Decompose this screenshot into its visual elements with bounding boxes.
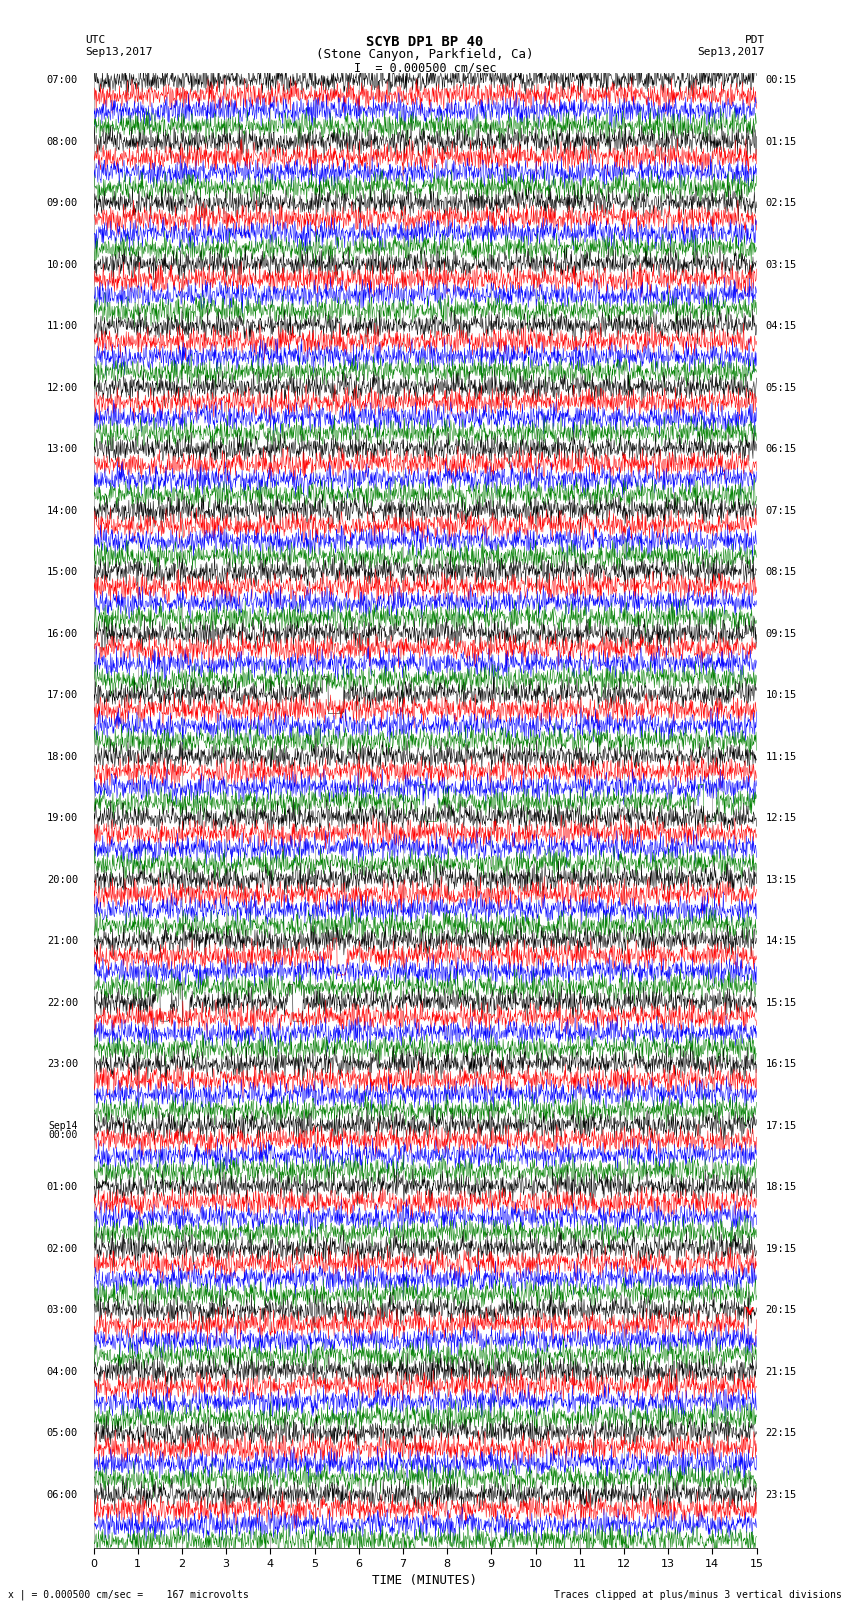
Text: 06:15: 06:15 (765, 444, 796, 455)
Text: 07:00: 07:00 (47, 76, 78, 85)
Text: 23:15: 23:15 (765, 1490, 796, 1500)
Text: Sep13,2017: Sep13,2017 (85, 47, 152, 56)
Text: 16:00: 16:00 (47, 629, 78, 639)
Text: Sep14: Sep14 (48, 1121, 78, 1131)
Text: 14:15: 14:15 (765, 936, 796, 947)
Text: 20:00: 20:00 (47, 874, 78, 884)
Text: 19:15: 19:15 (765, 1244, 796, 1253)
Text: 11:15: 11:15 (765, 752, 796, 761)
Text: 13:00: 13:00 (47, 444, 78, 455)
Text: 12:00: 12:00 (47, 382, 78, 392)
Text: 13:15: 13:15 (765, 874, 796, 884)
Text: 00:15: 00:15 (765, 76, 796, 85)
Text: 09:00: 09:00 (47, 198, 78, 208)
Text: 02:00: 02:00 (47, 1244, 78, 1253)
Text: 10:15: 10:15 (765, 690, 796, 700)
Text: 16:15: 16:15 (765, 1060, 796, 1069)
Text: 15:15: 15:15 (765, 998, 796, 1008)
Text: 22:00: 22:00 (47, 998, 78, 1008)
Text: 10:00: 10:00 (47, 260, 78, 269)
Text: 08:15: 08:15 (765, 568, 796, 577)
Text: 04:00: 04:00 (47, 1366, 78, 1376)
Text: 19:00: 19:00 (47, 813, 78, 823)
Text: Traces clipped at plus/minus 3 vertical divisions: Traces clipped at plus/minus 3 vertical … (553, 1590, 842, 1600)
Text: 09:15: 09:15 (765, 629, 796, 639)
Text: 03:15: 03:15 (765, 260, 796, 269)
Text: 21:00: 21:00 (47, 936, 78, 947)
X-axis label: TIME (MINUTES): TIME (MINUTES) (372, 1574, 478, 1587)
Text: x | = 0.000500 cm/sec =    167 microvolts: x | = 0.000500 cm/sec = 167 microvolts (8, 1589, 249, 1600)
Text: 18:00: 18:00 (47, 752, 78, 761)
Text: I  = 0.000500 cm/sec: I = 0.000500 cm/sec (354, 61, 496, 74)
Text: 22:15: 22:15 (765, 1428, 796, 1439)
Text: 11:00: 11:00 (47, 321, 78, 331)
Text: 17:15: 17:15 (765, 1121, 796, 1131)
Text: PDT: PDT (745, 35, 765, 45)
Text: 07:15: 07:15 (765, 506, 796, 516)
Text: UTC: UTC (85, 35, 105, 45)
Text: 23:00: 23:00 (47, 1060, 78, 1069)
Text: 05:15: 05:15 (765, 382, 796, 392)
Text: 20:15: 20:15 (765, 1305, 796, 1315)
Text: SCYB DP1 BP 40: SCYB DP1 BP 40 (366, 35, 484, 50)
Text: 05:00: 05:00 (47, 1428, 78, 1439)
Text: Sep13,2017: Sep13,2017 (698, 47, 765, 56)
Text: 14:00: 14:00 (47, 506, 78, 516)
Text: 21:15: 21:15 (765, 1366, 796, 1376)
Text: (Stone Canyon, Parkfield, Ca): (Stone Canyon, Parkfield, Ca) (316, 48, 534, 61)
Text: 02:15: 02:15 (765, 198, 796, 208)
Text: 18:15: 18:15 (765, 1182, 796, 1192)
Text: 03:00: 03:00 (47, 1305, 78, 1315)
Text: 00:00: 00:00 (48, 1131, 78, 1140)
Text: 15:00: 15:00 (47, 568, 78, 577)
Text: 17:00: 17:00 (47, 690, 78, 700)
Text: 06:00: 06:00 (47, 1490, 78, 1500)
Text: 08:00: 08:00 (47, 137, 78, 147)
Text: 04:15: 04:15 (765, 321, 796, 331)
Text: 01:00: 01:00 (47, 1182, 78, 1192)
Text: 12:15: 12:15 (765, 813, 796, 823)
Text: 01:15: 01:15 (765, 137, 796, 147)
